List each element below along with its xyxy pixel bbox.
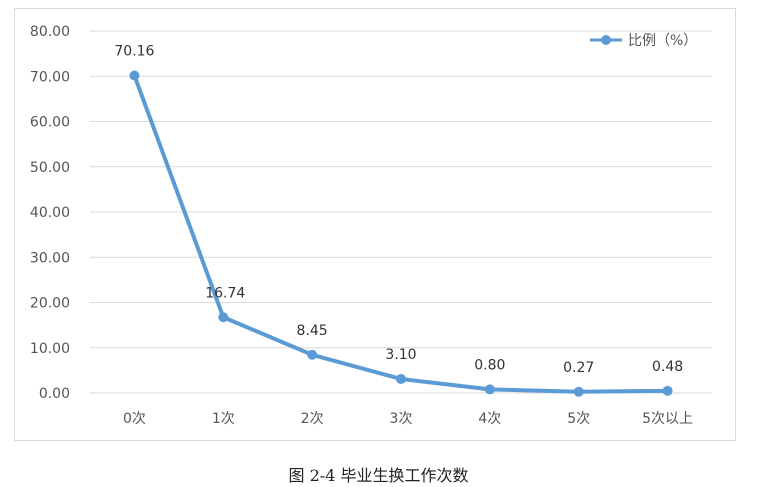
y-axis-ticks: 0.00 10.00 20.00 30.00 40.00 50.00 60.00 70.00 8… [30,24,70,402]
y-tick-label: 70.00 [30,69,70,85]
x-tick-label: 4次 [478,411,501,427]
data-point [484,384,495,395]
y-tick-label: 10.00 [30,341,70,357]
y-tick-label: 50.00 [30,160,70,176]
y-tick-label: 80.00 [30,24,70,40]
data-point [396,373,406,384]
y-tick-label: 40.00 [30,205,70,221]
data-point [307,349,318,360]
data-label: 3.10 [385,347,416,363]
data-label: 0.48 [652,359,683,375]
x-axis-ticks: 0次 1次 2次 3次 4次 5次 5次以上 [123,411,693,427]
y-tick-label: 0.00 [39,386,70,402]
data-label: 70.16 [114,44,154,60]
x-tick-label: 1次 [212,411,235,427]
data-point [218,312,229,323]
figure-caption: 图 2-4 毕业生换工作次数 [288,466,469,485]
x-tick-label: 3次 [390,411,413,427]
series-line [132,73,670,394]
legend-marker-icon [601,35,611,45]
x-tick-label: 0次 [123,411,146,427]
series-layer [129,70,673,397]
x-tick-label: 5次以上 [642,411,693,427]
y-tick-label: 30.00 [30,250,70,266]
x-tick-label: 2次 [301,411,324,427]
y-tick-label: 20.00 [30,296,70,312]
data-label: 16.74 [205,285,245,301]
y-tick-label: 60.00 [30,115,70,131]
data-label: 8.45 [297,323,328,339]
data-point [573,386,584,397]
legend: 比例（%） [590,33,697,49]
legend-label: 比例（%） [628,33,697,49]
data-label: 0.80 [474,357,505,373]
data-point [129,70,140,81]
data-label: 0.27 [563,360,594,376]
x-tick-label: 5次 [567,411,590,427]
data-labels: 70.16 16.74 8.45 3.10 0.80 0.27 0.48 [114,44,683,376]
line-chart: 0.00 10.00 20.00 30.00 40.00 50.00 60.00 70.00 8… [30,24,712,427]
data-point [662,385,673,396]
